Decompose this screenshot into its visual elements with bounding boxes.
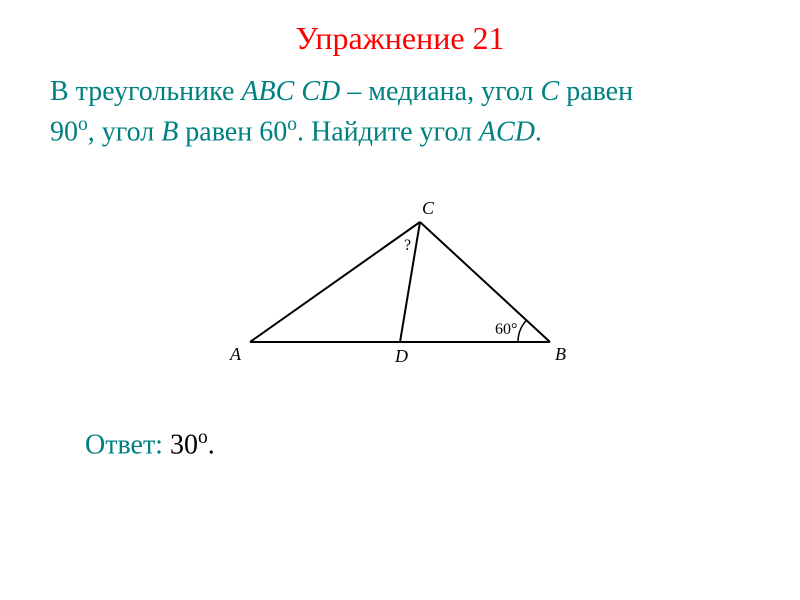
answer-label: Ответ: — [85, 429, 163, 460]
problem-statement: В треугольнике ABC CD – медиана, угол C … — [0, 57, 800, 152]
problem-text-5: равен 60 — [178, 117, 287, 148]
problem-text-3: равен — [559, 76, 633, 107]
triangle-abc: ABC — [241, 76, 294, 107]
diagram-container: A B C D 60°? — [0, 192, 800, 387]
svg-text:A: A — [229, 344, 242, 364]
problem-text-1: В треугольнике — [50, 76, 241, 107]
answer-section: Ответ: 30о. — [0, 387, 800, 461]
degree-1: о — [78, 114, 88, 135]
triangle-svg: A B C D 60°? — [210, 192, 590, 382]
degree-2: о — [287, 114, 297, 135]
median-cd: CD — [301, 76, 340, 107]
svg-text:B: B — [555, 344, 566, 364]
angle-acd: ACD — [479, 117, 535, 148]
angle-c: C — [541, 76, 560, 107]
svg-text:C: C — [422, 198, 435, 218]
angle-90: 90 — [50, 117, 78, 148]
answer-value-1: 30 — [163, 429, 198, 460]
answer-value-2: . — [208, 429, 215, 460]
problem-text-6: . Найдите угол — [297, 117, 479, 148]
svg-text:D: D — [394, 346, 408, 366]
angle-b: B — [161, 117, 178, 148]
problem-text-4: , угол — [88, 117, 161, 148]
answer-degree: о — [198, 427, 208, 448]
problem-text-7: . — [535, 117, 542, 148]
svg-text:?: ? — [404, 237, 411, 254]
exercise-title: Упражнение 21 — [0, 0, 800, 57]
svg-text:60°: 60° — [495, 321, 517, 338]
triangle-diagram: A B C D 60°? — [210, 192, 590, 387]
problem-text-2: – медиана, угол — [340, 76, 540, 107]
